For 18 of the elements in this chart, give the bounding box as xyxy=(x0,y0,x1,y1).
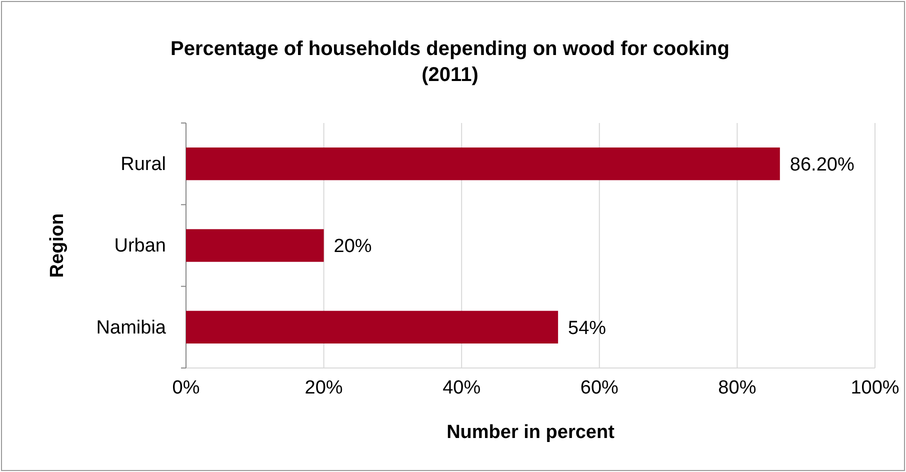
x-tick-label: 60% xyxy=(580,377,619,398)
x-tick-label: 0% xyxy=(172,377,200,398)
bar xyxy=(186,229,324,262)
x-tick-label: 80% xyxy=(718,377,756,398)
bar xyxy=(186,310,558,344)
data-label: 20% xyxy=(334,236,372,258)
bar xyxy=(186,148,780,180)
chart-title: Percentage of households depending on wood for cooking (2011) xyxy=(170,38,730,86)
y-tick-label: Urban xyxy=(114,236,166,257)
y-tick-label: Rural xyxy=(120,154,166,175)
data-label: 54% xyxy=(568,318,606,339)
x-tick-label: 20% xyxy=(304,377,343,398)
y-tick-label: Namibia xyxy=(96,317,166,338)
x-tick-label: 100% xyxy=(850,377,900,398)
y-axis-title: Region xyxy=(47,213,68,278)
x-tick-label: 40% xyxy=(442,377,481,398)
data-label: 86.20% xyxy=(790,154,854,176)
x-axis-title: Number in percent xyxy=(446,422,616,443)
